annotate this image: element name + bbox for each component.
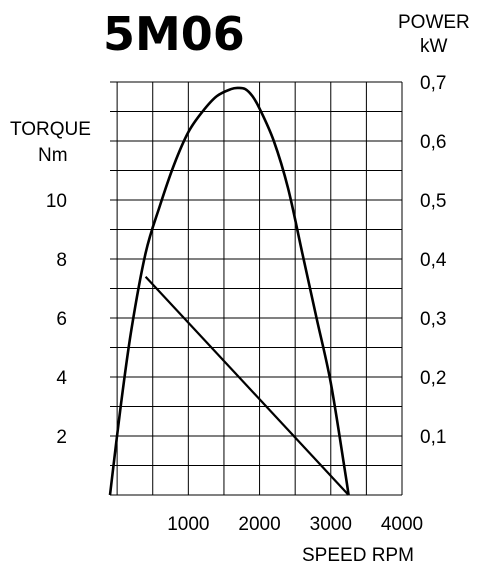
right-y-tick-label: 0,6 — [420, 132, 446, 153]
right-axis-label-line2: kW — [420, 36, 448, 57]
x-tick-label: 2000 — [238, 514, 280, 535]
right-y-tick-label: 0,7 — [420, 73, 446, 94]
x-tick-label: 4000 — [381, 514, 423, 535]
torque-line — [144, 275, 350, 496]
x-tick-label: 1000 — [167, 514, 209, 535]
grid — [110, 81, 403, 496]
left-y-tick-label: 6 — [56, 309, 67, 330]
right-y-tick-label: 0,5 — [420, 191, 446, 212]
chart-title: 5M06 — [103, 7, 245, 61]
axis-labels: 1000 2000 3000 4000 2 4 6 8 10 0,1 0,2 0,3 0,4 0,5 0,6… — [46, 73, 447, 535]
series-group — [108, 86, 350, 496]
left-y-tick-label: 4 — [56, 368, 67, 389]
left-y-tick-label: 8 — [56, 250, 67, 271]
power-curve — [108, 86, 350, 496]
right-y-tick-label: 0,1 — [420, 427, 446, 448]
right-y-tick-label: 0,3 — [420, 309, 446, 330]
x-axis-label: SPEED RPM — [302, 545, 414, 566]
left-y-tick-label: 2 — [56, 427, 67, 448]
left-axis-label-line1: TORQUE — [10, 119, 91, 140]
left-y-tick-label: 10 — [46, 191, 67, 212]
right-y-tick-label: 0,4 — [420, 250, 447, 271]
left-axis-label-line2: Nm — [38, 145, 68, 166]
right-y-tick-label: 0,2 — [420, 368, 446, 389]
x-tick-label: 3000 — [310, 514, 352, 535]
right-axis-label-line1: POWER — [398, 12, 470, 33]
